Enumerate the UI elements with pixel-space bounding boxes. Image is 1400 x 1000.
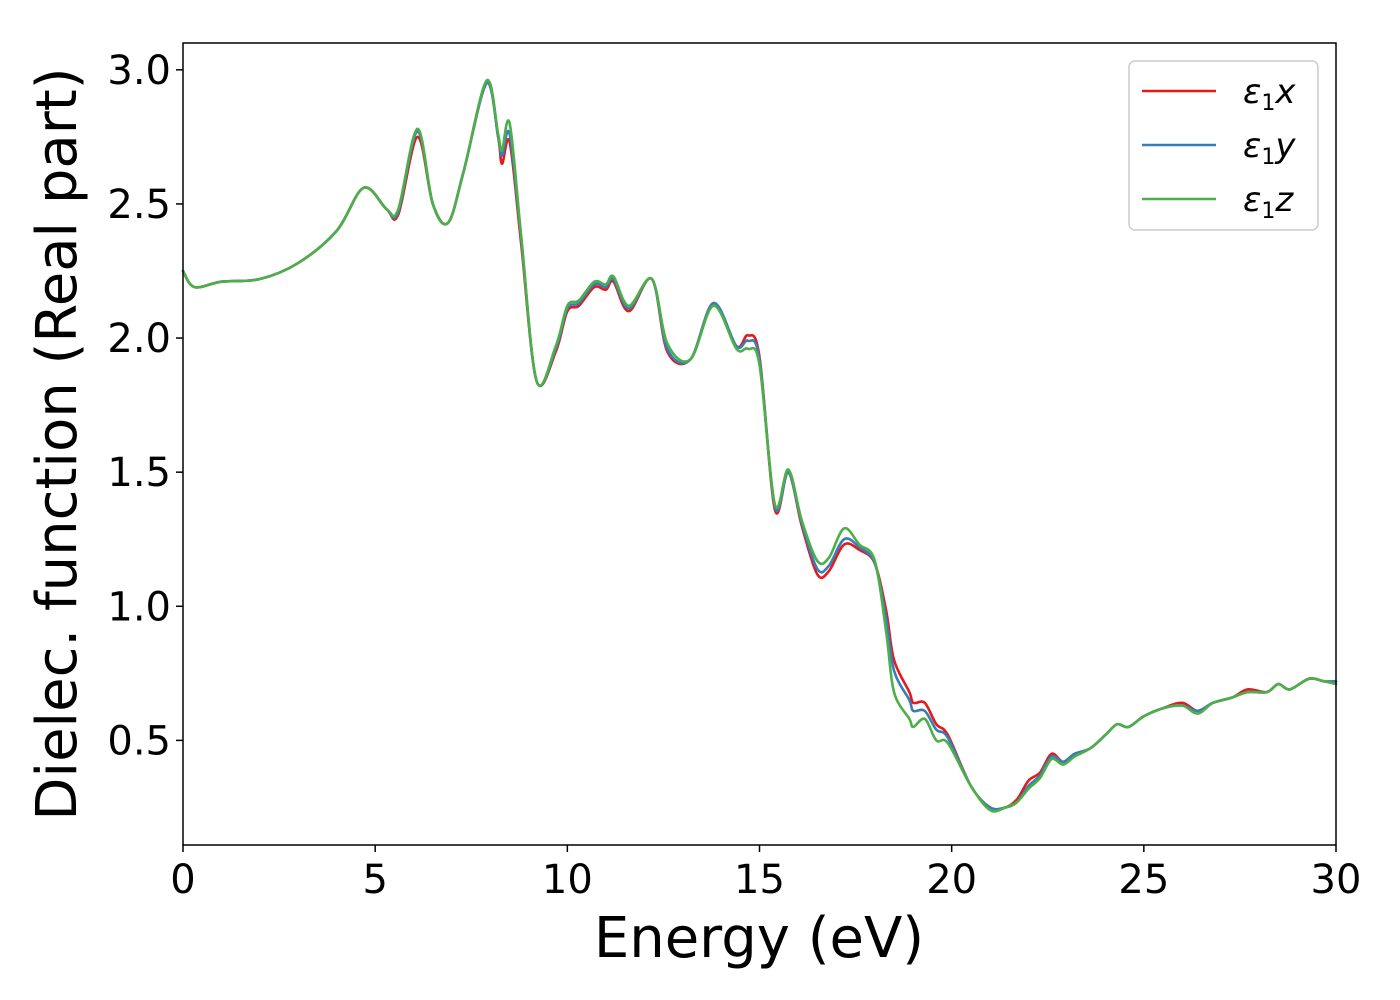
x-axis-label: Energy (eV) bbox=[594, 906, 924, 971]
x-tick-label: 30 bbox=[1311, 857, 1362, 903]
legend-label: ε1y bbox=[1243, 126, 1296, 170]
x-tick-label: 0 bbox=[170, 857, 195, 903]
y-tick-label: 3.0 bbox=[107, 48, 171, 94]
y-tick-label: 1.5 bbox=[107, 450, 171, 496]
y-axis-label: Dielec. function (Real part) bbox=[25, 67, 90, 820]
x-tick-label: 5 bbox=[362, 857, 387, 903]
y-axis-ticks: 0.5 1.0 1.5 2.0 2.5 3.0 bbox=[107, 48, 183, 764]
legend-box bbox=[1128, 60, 1319, 231]
y-tick-label: 2.5 bbox=[107, 182, 171, 228]
x-tick-label: 15 bbox=[734, 857, 785, 903]
x-axis-ticks: 0 5 10 15 20 25 30 bbox=[170, 845, 1361, 903]
legend: ε1x ε1y ε1z bbox=[1128, 60, 1319, 231]
series-line-2 bbox=[181, 79, 1338, 813]
series-lines bbox=[181, 79, 1338, 813]
legend-label: ε1x bbox=[1243, 72, 1296, 116]
legend-label: ε1z bbox=[1243, 180, 1294, 224]
y-tick-label: 1.0 bbox=[107, 584, 171, 630]
x-tick-label: 10 bbox=[542, 857, 593, 903]
y-tick-label: 2.0 bbox=[107, 316, 171, 362]
y-tick-label: 0.5 bbox=[107, 718, 171, 764]
x-tick-label: 25 bbox=[1118, 857, 1169, 903]
x-tick-label: 20 bbox=[926, 857, 977, 903]
